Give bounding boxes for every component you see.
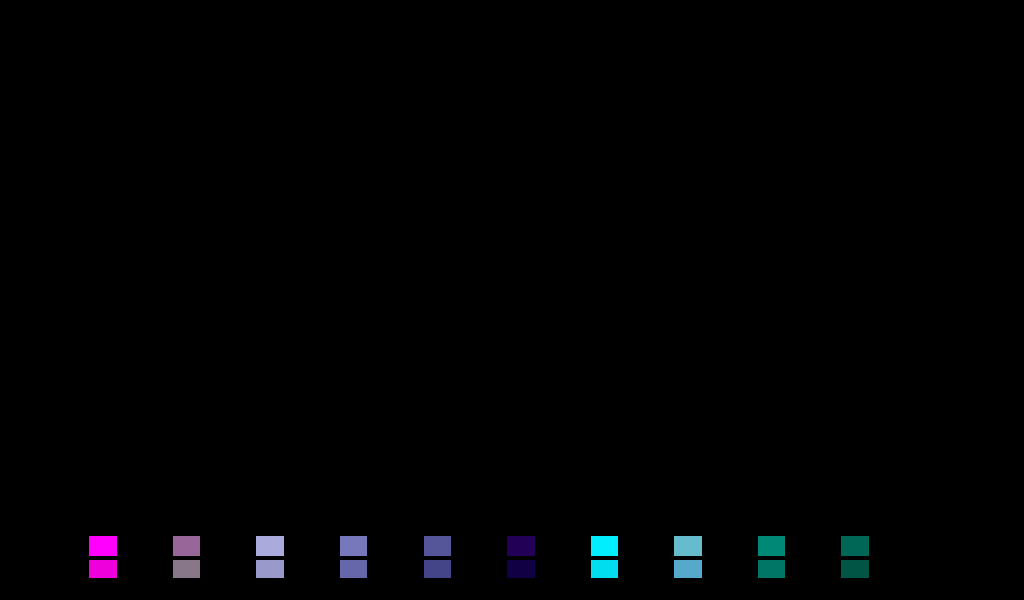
- Bar: [256, 560, 284, 578]
- Bar: [89, 560, 117, 578]
- Bar: [507, 536, 535, 556]
- Bar: [674, 560, 701, 578]
- Bar: [340, 536, 368, 556]
- Bar: [424, 560, 451, 578]
- Bar: [758, 560, 785, 578]
- Bar: [591, 560, 618, 578]
- Bar: [173, 560, 201, 578]
- Bar: [591, 536, 618, 556]
- Bar: [173, 536, 201, 556]
- Bar: [256, 536, 284, 556]
- Bar: [674, 536, 701, 556]
- Bar: [842, 560, 868, 578]
- Bar: [424, 536, 451, 556]
- Bar: [340, 560, 368, 578]
- Bar: [507, 560, 535, 578]
- Bar: [758, 536, 785, 556]
- Bar: [89, 536, 117, 556]
- Bar: [842, 536, 868, 556]
